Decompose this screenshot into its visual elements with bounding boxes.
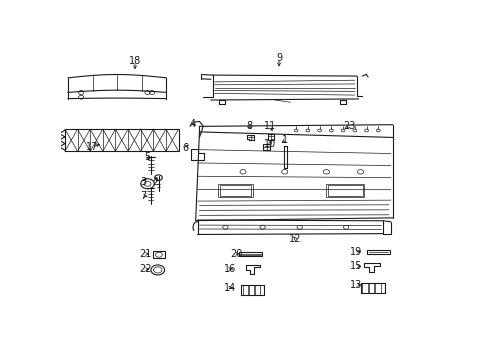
Text: 13: 13 [349, 280, 361, 290]
Text: 18: 18 [129, 56, 141, 66]
Bar [239, 252, 262, 256]
Bar [218, 184, 252, 197]
Bar [243, 285, 248, 294]
Bar [65, 129, 178, 151]
Text: 20: 20 [229, 249, 242, 259]
Text: 11: 11 [264, 121, 276, 131]
Text: 10: 10 [264, 139, 276, 149]
Text: 12: 12 [288, 234, 301, 244]
Bar [219, 185, 251, 196]
Text: 14: 14 [223, 283, 235, 293]
Text: 1: 1 [282, 135, 288, 145]
Text: 7: 7 [141, 191, 146, 201]
Text: 5: 5 [144, 152, 150, 162]
Text: 6: 6 [182, 143, 188, 153]
Bar [327, 185, 363, 196]
Text: 19: 19 [349, 247, 361, 257]
Text: 9: 9 [275, 53, 282, 63]
Bar [366, 250, 389, 253]
Text: 4: 4 [189, 118, 196, 129]
Text: 15: 15 [349, 261, 362, 271]
Bar [374, 283, 380, 293]
Text: 3: 3 [141, 177, 146, 187]
Bar [326, 184, 364, 197]
Text: 2: 2 [152, 177, 158, 187]
Text: 17: 17 [86, 142, 98, 152]
Text: 21: 21 [139, 249, 151, 259]
Text: 8: 8 [245, 121, 252, 131]
Bar [362, 283, 367, 293]
Bar [255, 285, 260, 294]
Text: 16: 16 [223, 264, 235, 274]
Bar [368, 283, 373, 293]
Text: 23: 23 [342, 121, 355, 131]
Bar [268, 134, 274, 140]
Bar [262, 144, 270, 150]
Bar [153, 251, 164, 258]
Bar [248, 285, 254, 294]
Text: 22: 22 [139, 264, 151, 274]
